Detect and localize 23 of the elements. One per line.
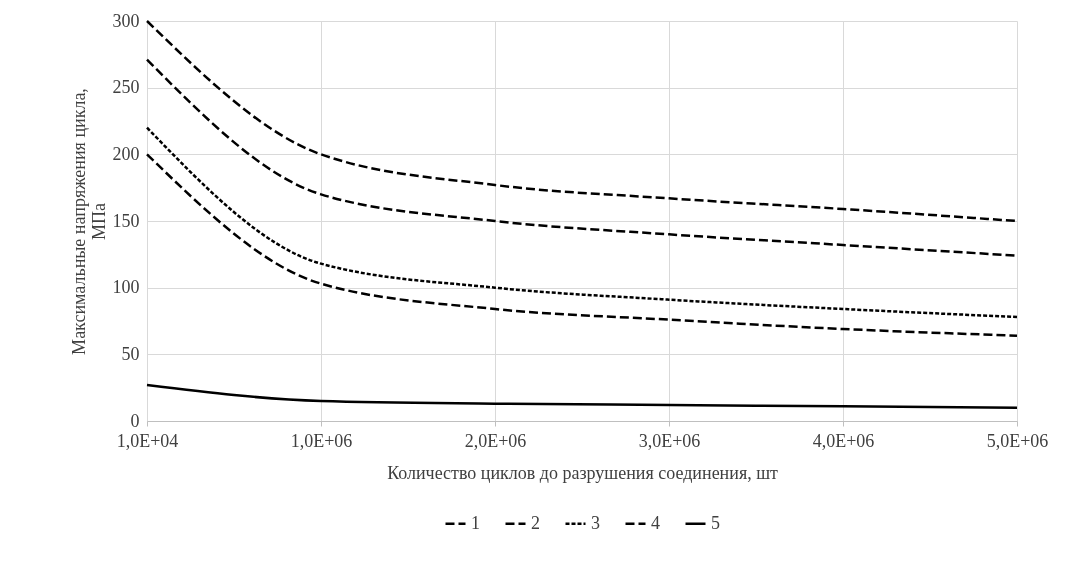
line-series (145, 383, 1019, 409)
y-tick-label: 150 (112, 210, 140, 231)
legend-label: 1 (471, 512, 480, 533)
x-tick-label: 5,0E+06 (986, 430, 1049, 451)
legend-label: 3 (591, 512, 600, 533)
legend-label: 5 (711, 512, 720, 533)
y-tick-label: 250 (112, 77, 140, 98)
x-tick-label: 3,0E+06 (638, 430, 701, 451)
y-tick-label: 0 (130, 410, 140, 431)
y-tick-label: 100 (112, 277, 140, 298)
x-axis-title: Количество циклов до разрушения соединения, шт (387, 462, 779, 483)
y-axis-title: Максимальные напряжения цикла, МПа (68, 88, 109, 355)
line-series (145, 153, 1019, 337)
x-tick-label: 4,0E+06 (812, 430, 875, 451)
legend-label: 4 (651, 512, 660, 533)
x-tick-label: 1,0E+06 (290, 430, 353, 451)
x-tick-label: 1,0E+04 (116, 430, 179, 451)
y-tick-label: 300 (112, 10, 140, 31)
y-tick-label: 200 (112, 143, 140, 164)
y-tick-label: 50 (121, 343, 140, 364)
x-tick-label: 2,0E+06 (464, 430, 527, 451)
line-series (145, 126, 1019, 319)
legend-label: 2 (531, 512, 540, 533)
